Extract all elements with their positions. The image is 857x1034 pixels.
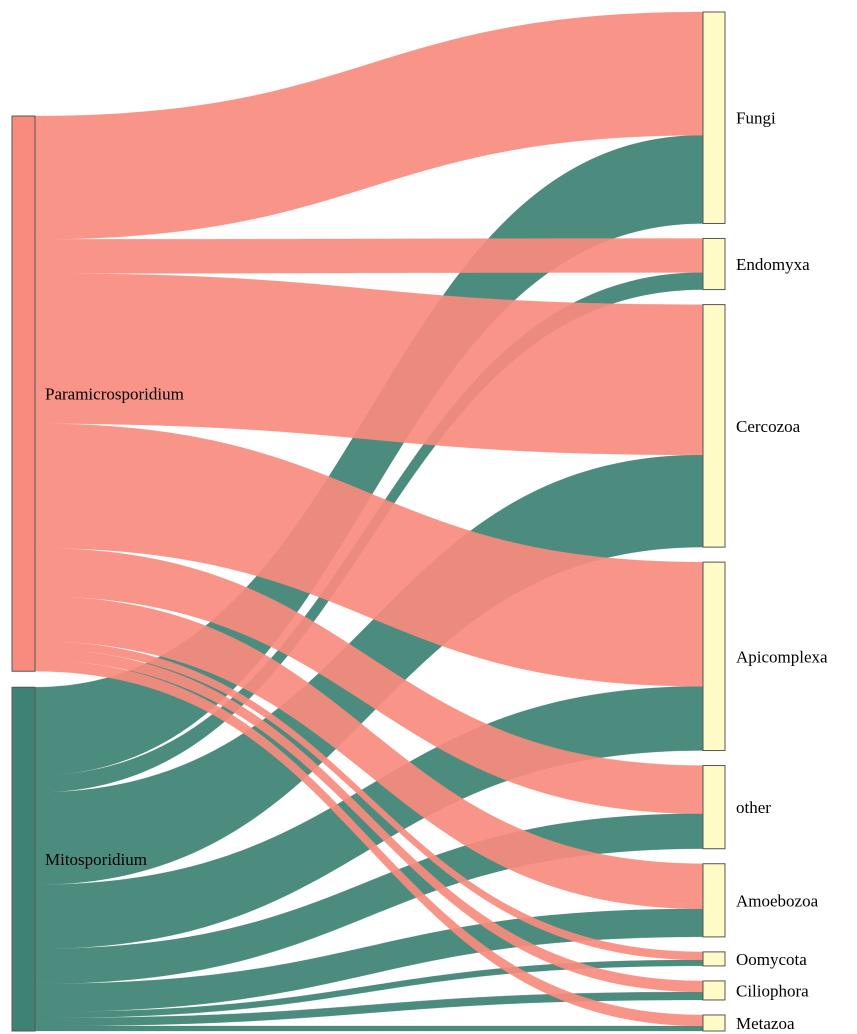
node-endomyxa [703,238,725,289]
node-other [703,766,725,849]
node-mitosporidium [12,687,35,1031]
label-amoebozoa: Amoebozoa [736,891,819,910]
node-metazoa [703,1015,725,1031]
label-oomycota: Oomycota [736,950,807,969]
label-paramicrosporidium: Paramicrosporidium [45,385,184,404]
flow-links [35,12,703,1031]
label-mitosporidium: Mitosporidium [45,850,147,869]
label-fungi: Fungi [736,109,776,128]
link-paramicrosporidium-to-endomyxa [35,238,703,273]
label-ciliophora: Ciliophora [736,981,809,1000]
label-endomyxa: Endomyxa [736,255,810,274]
node-apicomplexa [703,562,725,750]
node-oomycota [703,952,725,966]
label-metazoa: Metazoa [736,1014,795,1033]
label-other: other [736,798,771,817]
label-apicomplexa: Apicomplexa [736,647,828,666]
label-cercozoa: Cercozoa [736,417,801,436]
link-mitosporidium-to-metazoa [35,1026,703,1031]
node-cercozoa [703,305,725,548]
node-amoebozoa [703,864,725,937]
node-fungi [703,12,725,223]
node-ciliophora [703,981,725,1000]
node-paramicrosporidium [12,116,35,671]
